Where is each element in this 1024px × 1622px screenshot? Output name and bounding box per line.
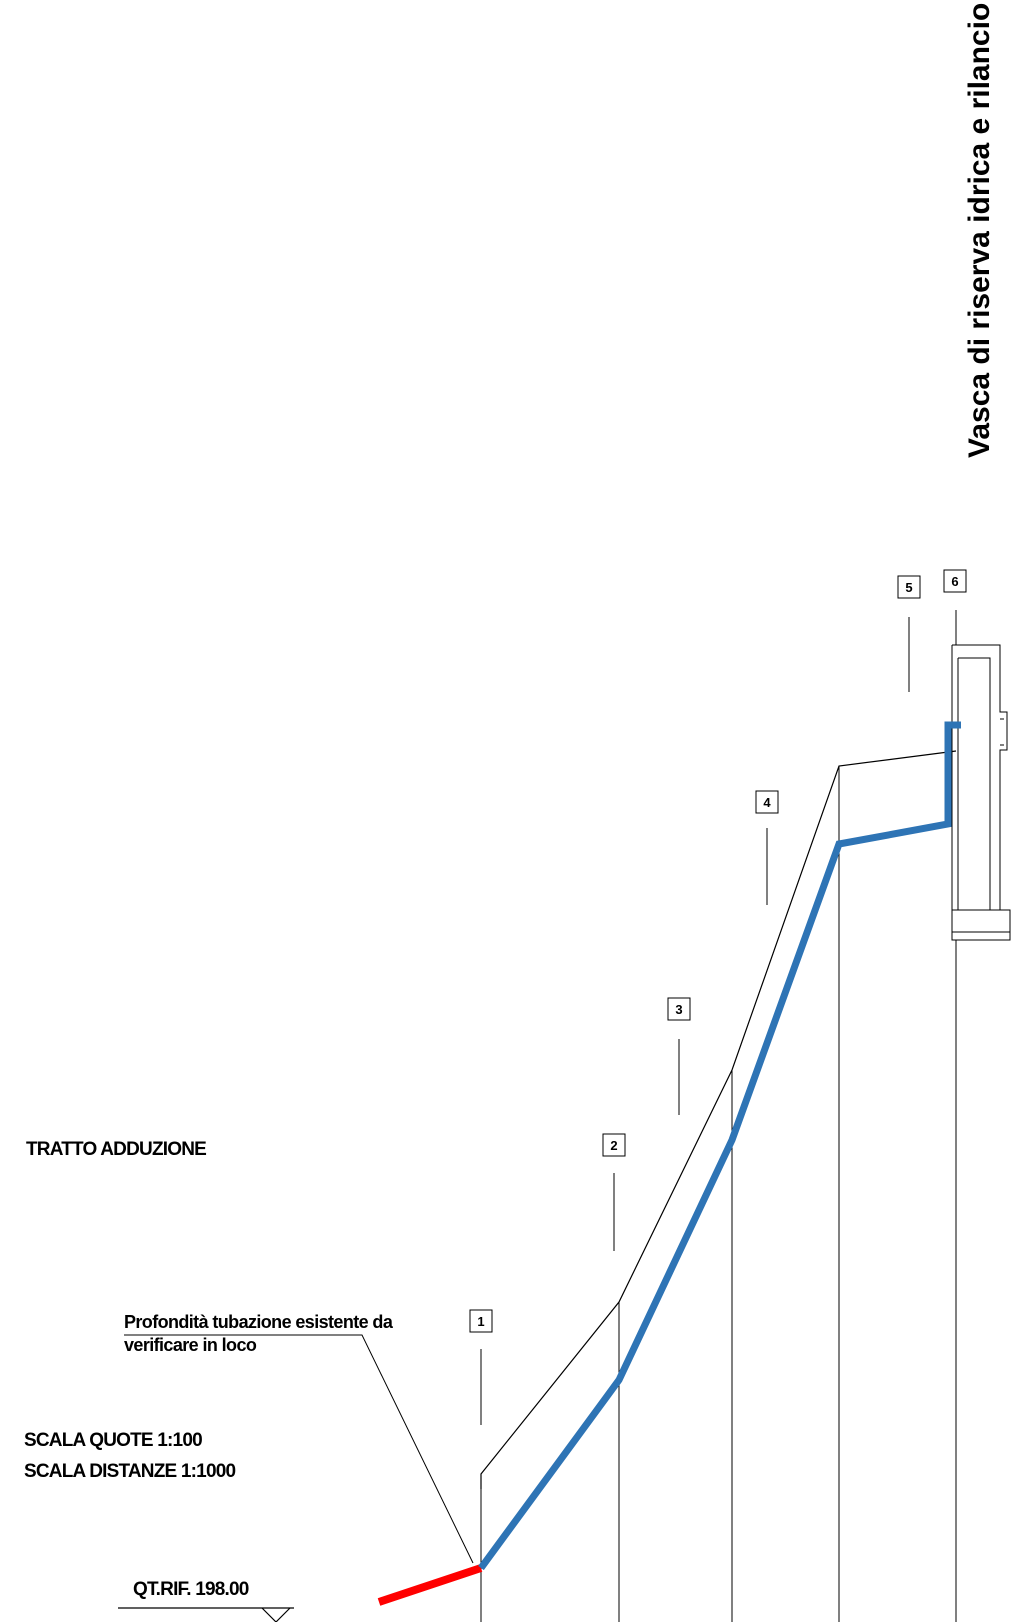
station-marker-2: 2: [602, 1133, 626, 1251]
reference-level-marker: [118, 1607, 294, 1622]
station-number: 1: [477, 1314, 484, 1329]
existing-pipe-segment: [377, 1564, 483, 1606]
drawing-title: Vasca di riserva idrica e rilancio: [963, 3, 996, 458]
station-number: 3: [675, 1002, 682, 1017]
section-label: TRATTO ADDUZIONE: [26, 1139, 206, 1160]
station-vertical-lines: [480, 766, 957, 1622]
note-text-line1: Profondità tubazione esistente da: [124, 1312, 394, 1332]
new-pipe-line: [478, 721, 961, 1571]
station-number: 5: [905, 580, 912, 595]
scale-heights-label: SCALA QUOTE 1:100: [24, 1430, 202, 1451]
reference-level-label: QT.RIF. 198.00: [133, 1579, 249, 1600]
station-marker-6: 6: [943, 569, 967, 645]
station-number: 6: [951, 574, 958, 589]
reservoir-structure: [951, 644, 1011, 941]
note-text-line2: verificare in loco: [124, 1335, 257, 1355]
ground-profile-line: [480, 750, 957, 1489]
note-leader-line: [124, 1334, 474, 1564]
station-number: 4: [763, 795, 771, 810]
station-marker-5: 5: [897, 575, 921, 692]
station-marker-3: 3: [667, 997, 691, 1115]
station-marker-1: 1: [469, 1309, 493, 1425]
scale-distances-label: SCALA DISTANZE 1:1000: [24, 1461, 235, 1482]
station-marker-4: 4: [755, 790, 779, 905]
station-number: 2: [610, 1138, 617, 1153]
